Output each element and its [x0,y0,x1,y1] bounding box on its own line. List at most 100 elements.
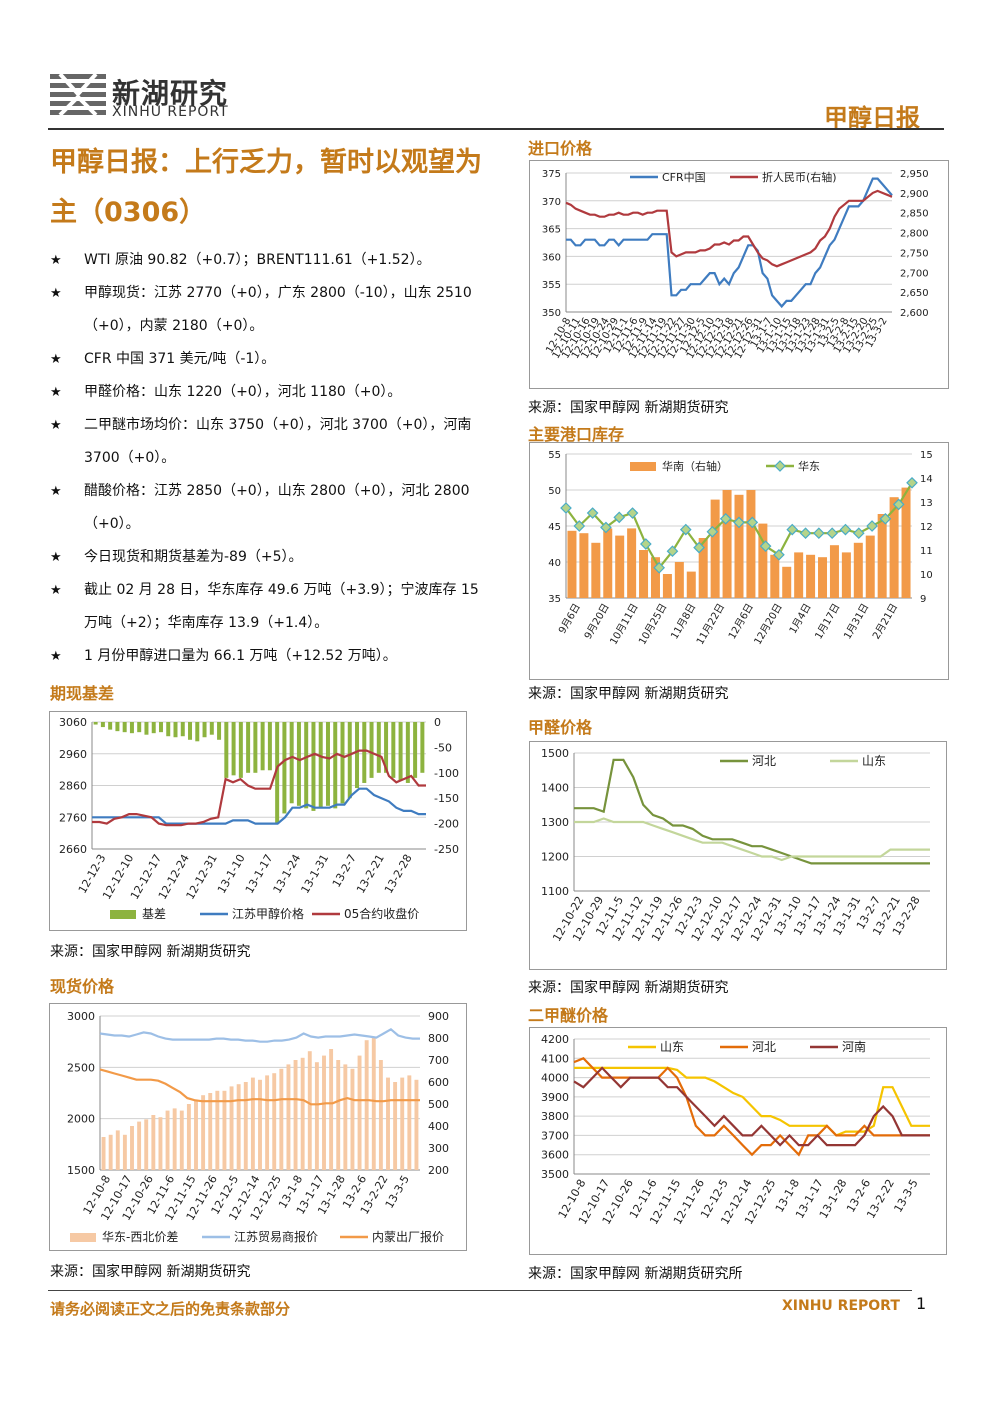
x-tick-label: 2月21日 [870,602,900,642]
legend-label: 山东 [660,1040,684,1054]
bar [865,535,875,598]
data-point-marker [799,527,812,540]
import-price-chart: 350 355 360 365 370 375 2,600 2,650 2,700 2,750 2,… [529,160,949,389]
y-right-tick-label: 0 [434,716,441,729]
bar [108,722,113,730]
y-right-tick-label: 2,700 [900,268,929,279]
bar [260,722,265,771]
y-tick-label: 370 [542,197,561,208]
bar [250,1077,255,1170]
y-tick-label: 3800 [541,1110,569,1123]
series-line [574,758,930,865]
bar [400,1077,405,1170]
x-tick-label: 1月31日 [841,602,871,642]
xinhu-logo-icon [50,72,106,117]
list-item-text: 二甲醚市场均价：山东 3750（+0），河北 3700（+0），河南 3700（… [84,417,472,466]
bar [343,1064,348,1170]
company-logo: 新湖研究 XINHU REPORT [50,70,250,125]
series-line [573,1066,930,1147]
data-point-marker [892,498,905,511]
y-tick-label: 3000 [67,1010,95,1023]
bar [151,722,156,734]
y-right-tick-label: 9 [920,594,926,605]
bar [829,545,839,598]
bar [224,722,229,778]
legend-label: 江苏贸易商报价 [234,1229,318,1244]
list-item-text: 截止 02 月 28 日，华东库存 49.6 万吨（+3.9）；宁波库存 15 … [84,582,479,631]
bar [272,1073,277,1170]
bar [662,574,672,598]
data-point-marker [786,523,799,536]
bar [686,571,696,598]
section-title-basis: 期现基差 [50,684,115,703]
bar [650,557,660,598]
page-number: 1 [916,1294,927,1313]
bar [229,1086,234,1170]
series-line [92,749,426,827]
y-right-tick-label: 2,800 [900,229,929,240]
star-icon: ★ [50,286,62,301]
y-right-tick-label: 700 [428,1054,449,1067]
y-right-tick-label: 12 [920,522,933,533]
bar [144,722,149,735]
star-icon: ★ [50,418,62,433]
bar [355,722,360,789]
x-tick-label: 12月6日 [726,602,756,642]
data-point-marker [706,525,719,538]
x-tick-label: 13-2-7 [330,852,359,890]
bar [782,566,792,598]
bar [371,1038,376,1170]
x-tick-label: 1月17日 [813,602,843,642]
bar [311,722,316,811]
bar [318,722,323,809]
bar [329,1049,334,1170]
y-tick-label: 350 [542,308,561,319]
x-tick-label: 10月25日 [636,602,669,647]
bar [369,722,374,778]
x-tick-label: 12月20日 [752,602,785,647]
bar [286,1064,291,1170]
x-tick-label: 10月11日 [608,602,641,647]
bar [347,722,352,799]
series-line [574,1066,930,1137]
bar [186,1104,191,1170]
list-item: ★ WTI 原油 90.82（+0.7）；BRENT111.61（+1.52）。 [50,244,480,277]
y-right-tick-label: 600 [428,1076,449,1089]
x-tick-label: 11月8日 [668,602,698,642]
bar [391,722,396,778]
logo-en-text: XINHU REPORT [112,104,229,120]
bar [734,494,744,598]
bar [194,1099,198,1170]
legend-swatch [630,462,656,471]
y-tick-label: 3600 [541,1149,569,1162]
bar [325,722,330,806]
bar [293,1060,298,1170]
data-point-marker [600,521,612,534]
bar [115,1130,120,1170]
bar [275,722,280,824]
bar [674,562,684,598]
bar [307,1051,312,1170]
source-note: 来源：国家甲醇网 新湖期货研究 [50,1264,251,1280]
star-icon: ★ [50,484,62,499]
legend-label: 基差 [142,907,166,921]
bar [208,1093,213,1170]
y-tick-label: 1400 [541,782,569,795]
y-right-tick-label: 14 [920,474,933,485]
y-right-tick-label: 500 [428,1098,449,1111]
list-item-text: 今日现货和期货基差为-89（+5）。 [84,549,303,565]
bar [100,722,105,728]
list-item-text: WTI 原油 90.82（+0.7）；BRENT111.61（+1.52）。 [84,252,431,268]
bar [122,1134,127,1170]
y-tick-label: 35 [548,594,561,605]
bar [215,1090,220,1170]
bar [222,1090,227,1170]
legend-label: 华东 [798,459,820,473]
footer-divider [48,1290,912,1291]
y-tick-label: 2000 [67,1113,95,1126]
data-point-marker [613,511,626,524]
summary-list: ★ WTI 原油 90.82（+0.7）；BRENT111.61（+1.52）。 … [50,244,480,673]
spot-price-chart: 1500 2000 2500 3000 200 300 400 500 600 700 800 900… [49,1003,467,1251]
bar [304,722,309,809]
bar [889,497,899,598]
